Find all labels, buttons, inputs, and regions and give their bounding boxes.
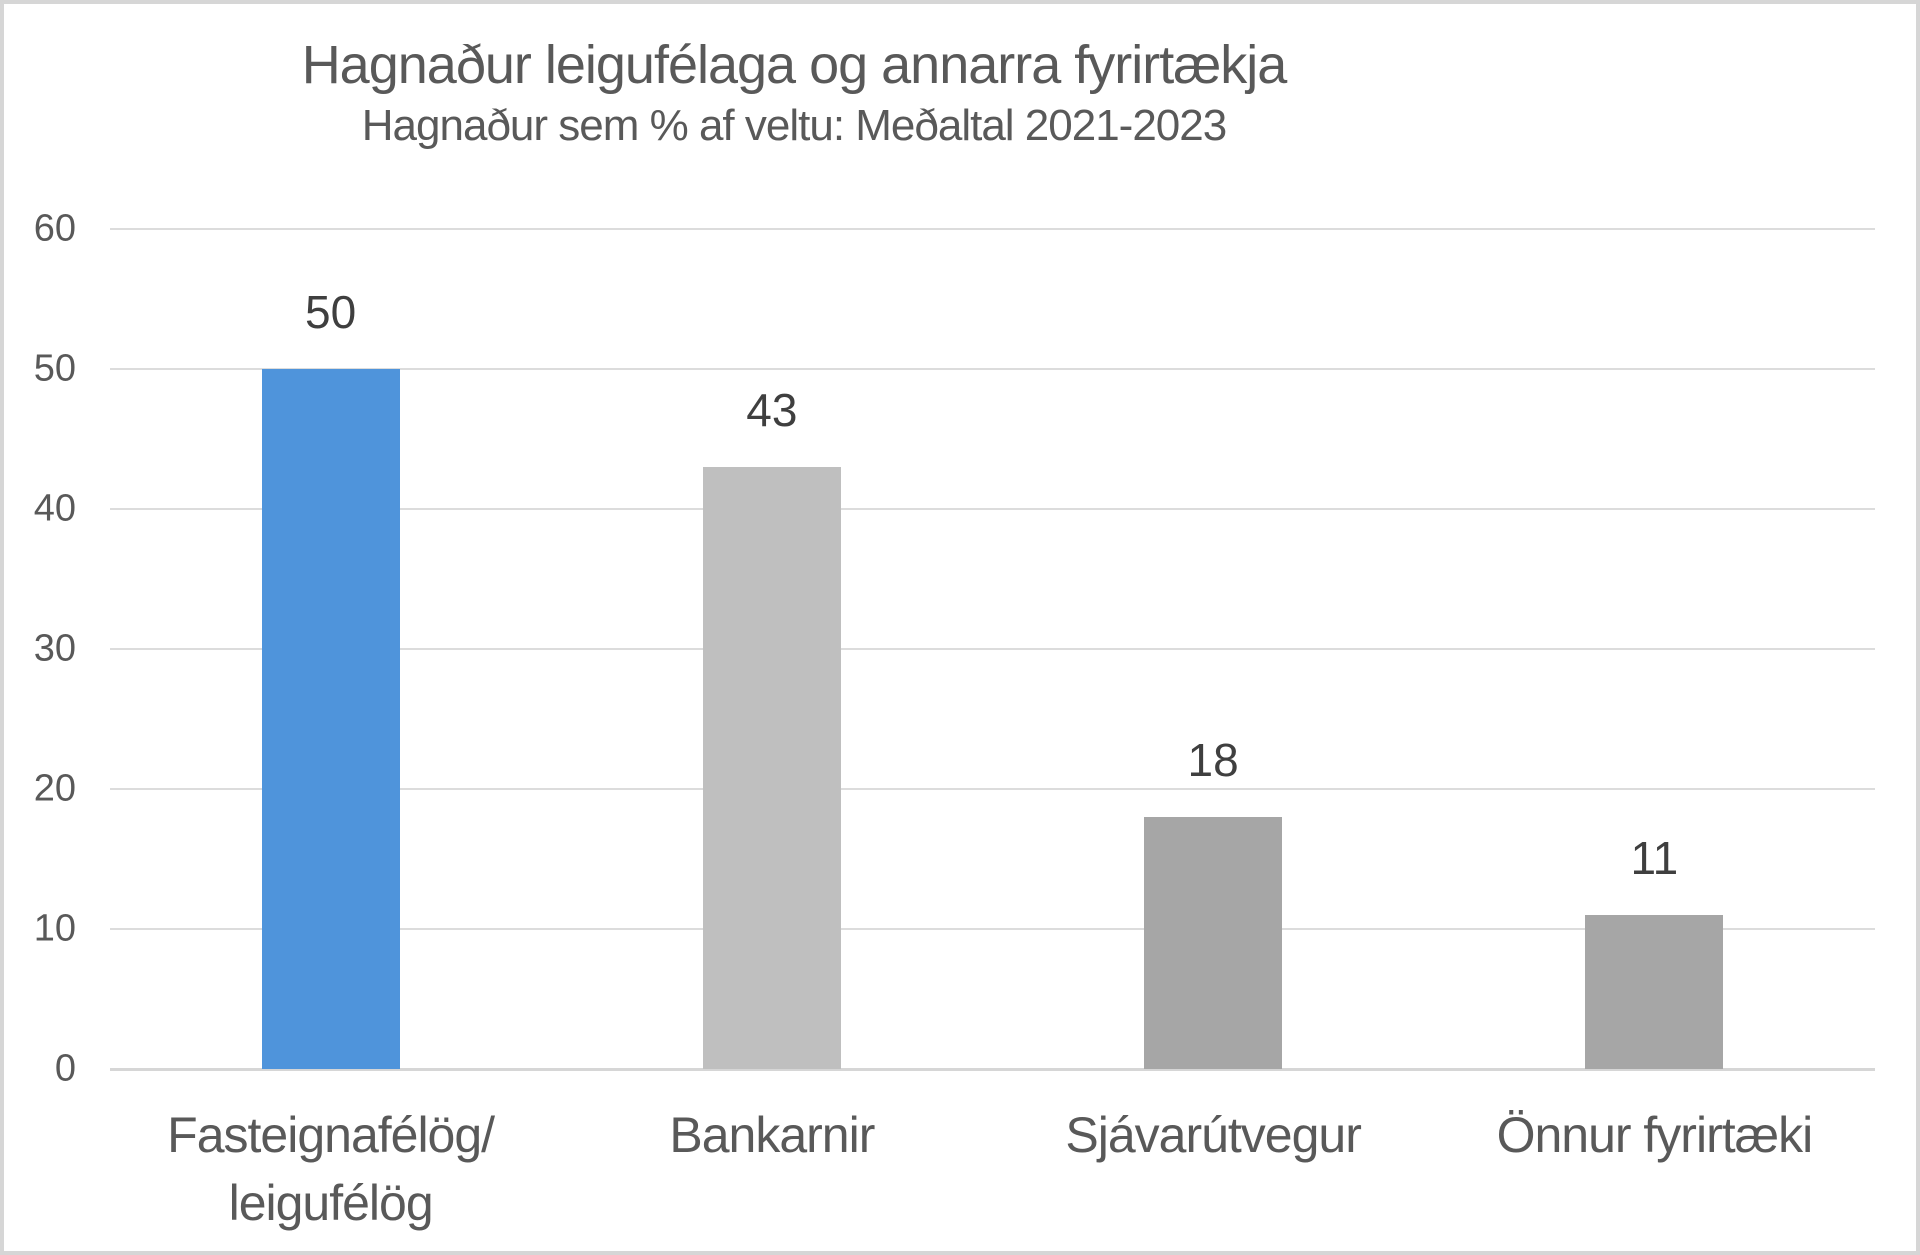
category-label: Fasteignafélög/leigufélög [167, 1101, 495, 1237]
x-axis-baseline [110, 1068, 1875, 1071]
gridline [110, 648, 1875, 650]
bar-value-label: 11 [1630, 832, 1679, 884]
gridline [110, 508, 1875, 510]
bar-4 [1585, 915, 1724, 1069]
y-axis-tick-label: 30 [33, 627, 76, 670]
category-label-line: Önnur fyrirtæki [1496, 1107, 1814, 1163]
plot-area: 50 43 18 11 [110, 228, 1875, 1071]
gridline [110, 368, 1875, 370]
bar-2 [702, 467, 841, 1069]
y-axis-tick-label: 40 [33, 487, 76, 530]
y-axis-tick-label: 60 [33, 207, 76, 250]
gridline [110, 788, 1875, 790]
category-label-line: leigufélög [228, 1175, 434, 1231]
category-label: Önnur fyrirtæki [1496, 1101, 1814, 1169]
category-label-line: Fasteignafélög/ [167, 1107, 495, 1163]
category-label-line: Sjávarútvegur [1065, 1107, 1361, 1163]
y-axis-tick-label: 0 [54, 1047, 76, 1090]
bar-value-label: 50 [305, 286, 357, 338]
gridline [110, 228, 1875, 230]
category-label: Sjávarútvegur [1065, 1101, 1361, 1169]
bar-1 [261, 369, 400, 1069]
chart-title: Hagnaður leigufélaga og annarra fyrirtæk… [301, 35, 1288, 95]
bar-3 [1144, 817, 1283, 1069]
category-label: Bankarnir [669, 1101, 875, 1169]
bar-value-label: 43 [746, 384, 798, 436]
y-axis-tick-label: 20 [33, 767, 76, 810]
gridline [110, 928, 1875, 930]
chart-subtitle: Hagnaður sem % af veltu: Meðaltal 2021-2… [361, 101, 1227, 151]
y-axis-tick-label: 10 [33, 907, 76, 950]
category-label-line: Bankarnir [669, 1107, 875, 1163]
title-block: Hagnaður leigufélaga og annarra fyrirtæk… [4, 34, 1584, 153]
y-axis-tick-label: 50 [33, 347, 76, 390]
bar-value-label: 18 [1187, 734, 1239, 786]
